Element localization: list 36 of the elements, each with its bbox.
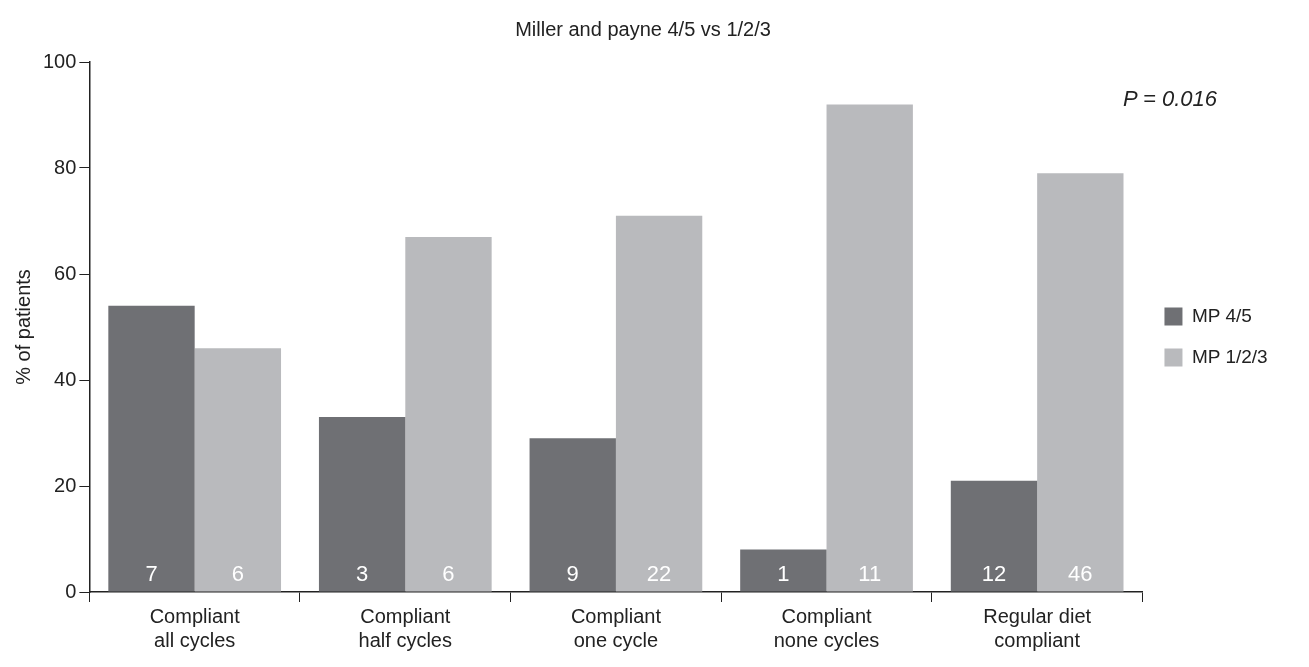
annotation: 1 bbox=[777, 561, 790, 587]
annotation: 12 bbox=[981, 561, 1007, 587]
bar bbox=[194, 348, 282, 592]
x-tick-label: Regular diet compliant bbox=[983, 604, 1092, 651]
y-axis-title: % of patients bbox=[11, 269, 34, 385]
chart-title: Miller and payne 4/5 vs 1/2/3 bbox=[515, 17, 771, 40]
annotation: 46 bbox=[1068, 561, 1093, 587]
annotation: P = 0.016 bbox=[1123, 86, 1218, 112]
bar bbox=[950, 480, 1038, 592]
y-tick-label: 40 bbox=[54, 367, 77, 390]
annotation: 22 bbox=[646, 561, 672, 587]
y-tick-label: 60 bbox=[54, 261, 77, 284]
bar bbox=[740, 549, 827, 592]
bar bbox=[108, 305, 195, 592]
x-tick-label: Compliant all cycles bbox=[149, 604, 241, 651]
annotation: 3 bbox=[356, 561, 369, 587]
x-tick-label: Compliant none cycles bbox=[773, 604, 880, 651]
bar bbox=[318, 417, 406, 592]
bar bbox=[615, 215, 703, 592]
y-tick-label: 20 bbox=[54, 473, 77, 496]
annotation: 6 bbox=[231, 561, 244, 587]
y-tick-label: 0 bbox=[65, 579, 77, 602]
bar bbox=[1037, 173, 1124, 592]
annotation: 6 bbox=[442, 561, 455, 587]
legend-label: MP 1/2/3 bbox=[1191, 345, 1268, 367]
bar bbox=[405, 236, 492, 592]
x-tick-label: Compliant half cycles bbox=[358, 604, 452, 651]
bar bbox=[826, 104, 913, 592]
annotation: 9 bbox=[566, 561, 579, 587]
annotation: 7 bbox=[145, 561, 158, 587]
legend-label: MP 4/5 bbox=[1191, 304, 1252, 326]
x-tick-label: Compliant one cycle bbox=[570, 604, 662, 651]
bar bbox=[529, 438, 616, 592]
annotation: 11 bbox=[858, 561, 882, 587]
y-tick-label: 80 bbox=[54, 155, 77, 178]
y-tick-label: 100 bbox=[42, 49, 77, 72]
